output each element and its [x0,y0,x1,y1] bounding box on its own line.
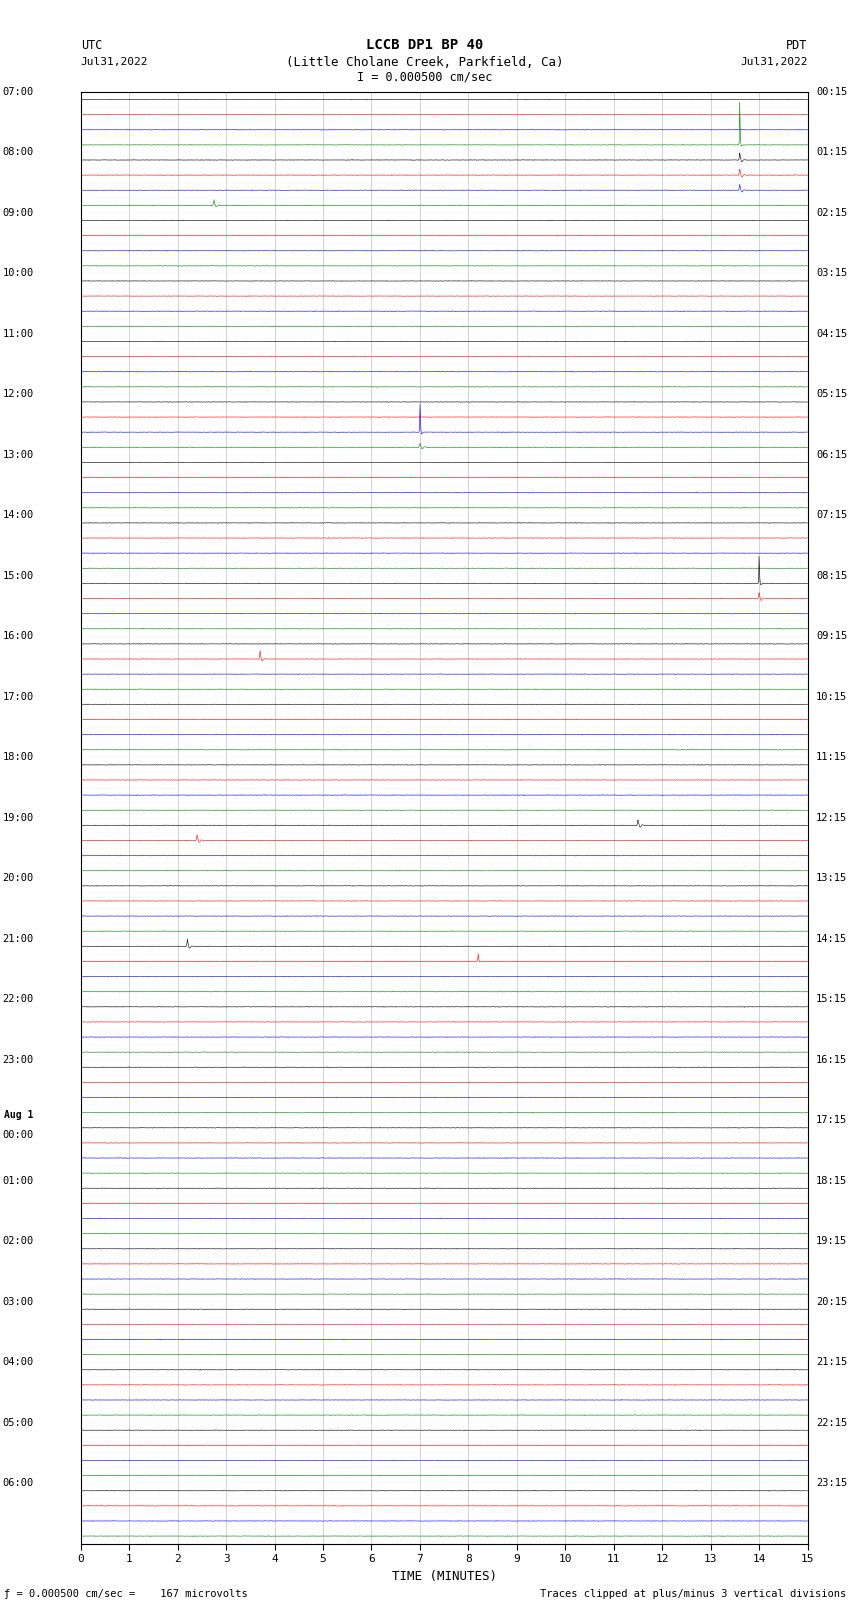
Text: 19:15: 19:15 [816,1236,847,1247]
Text: 05:00: 05:00 [3,1418,34,1428]
Text: 15:15: 15:15 [816,994,847,1005]
Text: ƒ = 0.000500 cm/sec =    167 microvolts: ƒ = 0.000500 cm/sec = 167 microvolts [4,1589,248,1598]
Text: 21:15: 21:15 [816,1357,847,1368]
Text: 07:15: 07:15 [816,510,847,521]
Text: 14:00: 14:00 [3,510,34,521]
Text: 02:15: 02:15 [816,208,847,218]
Text: PDT: PDT [786,39,807,52]
Text: 14:15: 14:15 [816,934,847,944]
Text: 11:00: 11:00 [3,329,34,339]
Text: 09:00: 09:00 [3,208,34,218]
Text: 23:15: 23:15 [816,1478,847,1489]
Text: 00:15: 00:15 [816,87,847,97]
Text: Jul31,2022: Jul31,2022 [740,56,808,66]
Text: 04:15: 04:15 [816,329,847,339]
Text: I = 0.000500 cm/sec: I = 0.000500 cm/sec [357,69,493,84]
Text: LCCB DP1 BP 40: LCCB DP1 BP 40 [366,39,484,52]
Text: 03:00: 03:00 [3,1297,34,1307]
Text: 02:00: 02:00 [3,1236,34,1247]
Text: 11:15: 11:15 [816,752,847,763]
Text: Traces clipped at plus/minus 3 vertical divisions: Traces clipped at plus/minus 3 vertical … [540,1589,846,1598]
Text: 13:15: 13:15 [816,873,847,884]
Text: 20:15: 20:15 [816,1297,847,1307]
Text: Jul31,2022: Jul31,2022 [81,56,148,66]
Text: 22:15: 22:15 [816,1418,847,1428]
Text: 12:15: 12:15 [816,813,847,823]
Text: 12:00: 12:00 [3,389,34,400]
Text: 17:15: 17:15 [816,1115,847,1126]
Text: 04:00: 04:00 [3,1357,34,1368]
Text: 13:00: 13:00 [3,450,34,460]
Text: 00:00: 00:00 [3,1131,34,1140]
Text: (Little Cholane Creek, Parkfield, Ca): (Little Cholane Creek, Parkfield, Ca) [286,55,564,69]
Text: 21:00: 21:00 [3,934,34,944]
Text: 17:00: 17:00 [3,692,34,702]
Text: 23:00: 23:00 [3,1055,34,1065]
Text: 22:00: 22:00 [3,994,34,1005]
Text: 06:15: 06:15 [816,450,847,460]
X-axis label: TIME (MINUTES): TIME (MINUTES) [392,1569,496,1582]
Text: 15:00: 15:00 [3,571,34,581]
Text: 08:15: 08:15 [816,571,847,581]
Text: 09:15: 09:15 [816,631,847,642]
Text: 06:00: 06:00 [3,1478,34,1489]
Text: Aug 1: Aug 1 [4,1110,34,1119]
Text: 16:15: 16:15 [816,1055,847,1065]
Text: 20:00: 20:00 [3,873,34,884]
Text: 01:00: 01:00 [3,1176,34,1186]
Text: 05:15: 05:15 [816,389,847,400]
Text: 03:15: 03:15 [816,268,847,279]
Text: 07:00: 07:00 [3,87,34,97]
Text: 19:00: 19:00 [3,813,34,823]
Text: 10:15: 10:15 [816,692,847,702]
Text: 18:00: 18:00 [3,752,34,763]
Text: 08:00: 08:00 [3,147,34,158]
Text: 16:00: 16:00 [3,631,34,642]
Text: 18:15: 18:15 [816,1176,847,1186]
Text: 10:00: 10:00 [3,268,34,279]
Text: UTC: UTC [81,39,102,52]
Text: 01:15: 01:15 [816,147,847,158]
